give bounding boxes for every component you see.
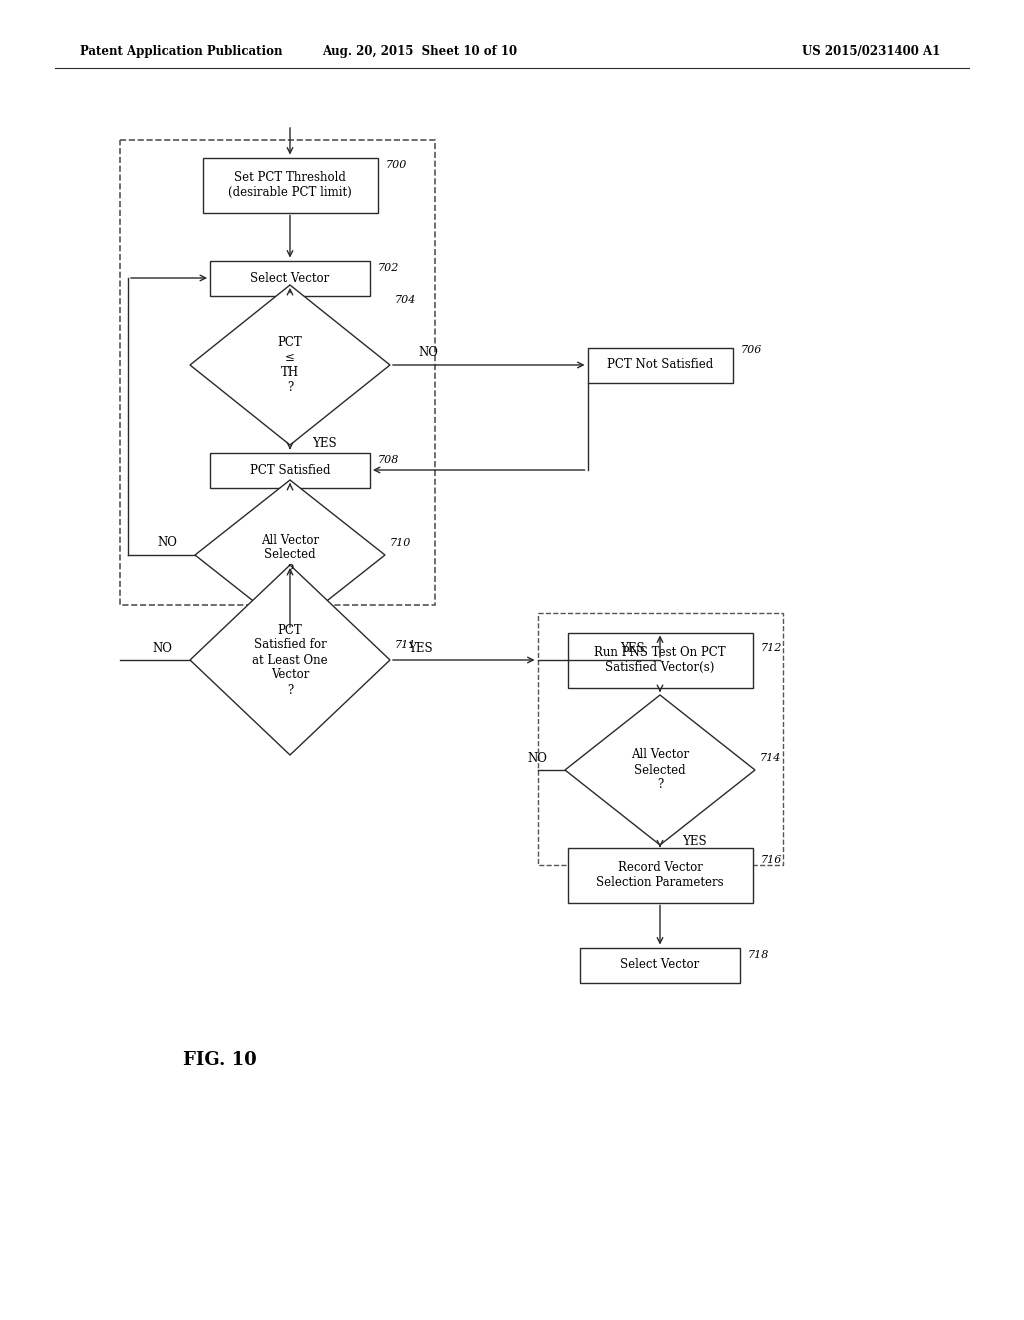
Text: Aug. 20, 2015  Sheet 10 of 10: Aug. 20, 2015 Sheet 10 of 10 [323,45,517,58]
Text: PCT Not Satisfied: PCT Not Satisfied [607,359,713,371]
Bar [567,632,753,688]
Bar [588,347,732,383]
Text: PCT
≤
TH
?: PCT ≤ TH ? [278,337,302,393]
Text: US 2015/0231400 A1: US 2015/0231400 A1 [802,45,940,58]
Text: Select Vector: Select Vector [251,272,330,285]
Text: YES: YES [621,642,645,655]
Bar [210,260,370,296]
Polygon shape [190,285,390,445]
Text: PCT Satisfied: PCT Satisfied [250,463,331,477]
Text: Set PCT Threshold
(desirable PCT limit): Set PCT Threshold (desirable PCT limit) [228,172,352,199]
Text: Run PNS Test On PCT
Satisfied Vector(s): Run PNS Test On PCT Satisfied Vector(s) [594,645,726,675]
Text: 718: 718 [748,950,769,960]
Polygon shape [190,565,390,755]
Text: All Vector
Selected
?: All Vector Selected ? [261,533,319,577]
Text: YES: YES [408,642,432,655]
Polygon shape [195,480,385,630]
Text: 708: 708 [378,455,399,465]
Text: NO: NO [418,346,438,359]
Text: YES: YES [682,834,707,847]
Bar [210,453,370,487]
Bar [120,140,435,605]
Bar [203,157,378,213]
Text: 716: 716 [761,855,782,865]
Text: YES: YES [312,437,337,450]
Text: Patent Application Publication: Patent Application Publication [80,45,283,58]
Text: 711: 711 [395,640,417,649]
Bar [538,612,782,865]
Text: 712: 712 [761,643,782,653]
Text: Record Vector
Selection Parameters: Record Vector Selection Parameters [596,861,724,888]
Text: 714: 714 [760,752,781,763]
Text: 700: 700 [385,160,407,170]
Text: 704: 704 [395,294,417,305]
Text: FIG. 10: FIG. 10 [183,1051,257,1069]
Text: All Vector
Selected
?: All Vector Selected ? [631,748,689,792]
Bar [580,948,740,982]
Text: 702: 702 [378,263,399,273]
Bar [567,847,753,903]
Text: 706: 706 [740,345,762,355]
Text: NO: NO [153,642,172,655]
Text: NO: NO [157,536,177,549]
Polygon shape [565,696,755,845]
Text: 710: 710 [390,539,412,548]
Text: NO: NO [527,751,547,764]
Text: Select Vector: Select Vector [621,958,699,972]
Text: PCT
Satisfied for
at Least One
Vector
?: PCT Satisfied for at Least One Vector ? [252,623,328,697]
